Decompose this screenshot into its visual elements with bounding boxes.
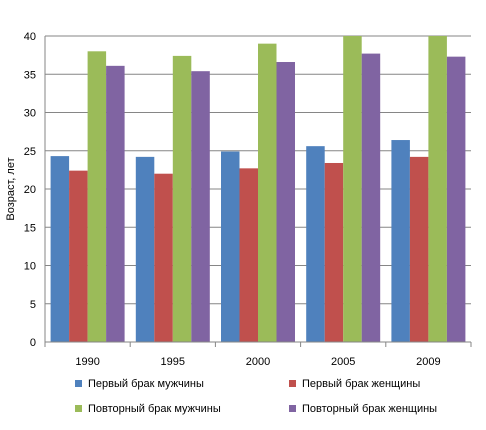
bar: [361, 53, 381, 342]
bar: [69, 170, 88, 342]
legend-item: Повторный брак мужчины: [75, 403, 221, 415]
bar: [276, 62, 295, 342]
x-tick-label: 1995: [161, 356, 185, 368]
bar: [428, 36, 447, 342]
y-tick-label: 35: [24, 69, 36, 81]
bar: [172, 55, 192, 342]
legend-label: Повторный брак женщины: [302, 403, 437, 415]
legend: Первый брак мужчины Первый брак женщины По…: [75, 378, 437, 415]
y-axis-label: Возраст, лет: [5, 157, 17, 220]
bar: [324, 162, 344, 342]
y-tick-label: 30: [24, 108, 36, 120]
y-tick-label: 40: [24, 31, 36, 43]
bar: [154, 173, 173, 342]
x-tick-label: 2000: [246, 356, 270, 368]
bar: [239, 168, 258, 342]
legend-label: Первый брак женщины: [302, 378, 420, 390]
legend-swatch: [75, 380, 82, 387]
legend-item: Первый брак женщины: [289, 378, 420, 390]
legend-swatch: [289, 380, 296, 387]
x-tick-label: 1990: [75, 356, 99, 368]
bar: [50, 156, 70, 342]
bar: [191, 71, 210, 342]
y-tick-label: 10: [24, 261, 36, 273]
bar: [306, 146, 325, 342]
bar: [221, 151, 240, 342]
bar: [343, 36, 362, 342]
bar: [391, 140, 410, 342]
legend-swatch: [75, 405, 82, 412]
y-tick-label: 15: [24, 222, 36, 234]
y-tick-label: 25: [24, 146, 36, 158]
x-tick-labels: 1990 1995 2000 2005 2009: [75, 356, 440, 368]
y-tick-label: 5: [30, 299, 36, 311]
legend-item: Первый брак мужчины: [75, 378, 204, 390]
y-tick-label: 20: [24, 184, 36, 196]
legend-label: Первый брак мужчины: [88, 378, 204, 390]
legend-label: Повторный брак мужчины: [88, 403, 221, 415]
y-tick-label: 0: [30, 337, 36, 349]
bar: [258, 43, 277, 343]
bar: [106, 65, 125, 343]
x-tick-label: 2005: [331, 356, 355, 368]
axes: [44, 36, 472, 347]
legend-item: Повторный брак женщины: [289, 403, 437, 415]
y-tick-labels: 0 5 10 15 20 25 30 35 40: [24, 31, 36, 349]
x-tick-label: 2009: [416, 356, 440, 368]
bar: [135, 156, 155, 342]
bar: [87, 51, 107, 343]
bar: [446, 56, 466, 342]
bar: [409, 156, 429, 342]
bars: [50, 36, 466, 343]
legend-swatch: [289, 405, 296, 412]
